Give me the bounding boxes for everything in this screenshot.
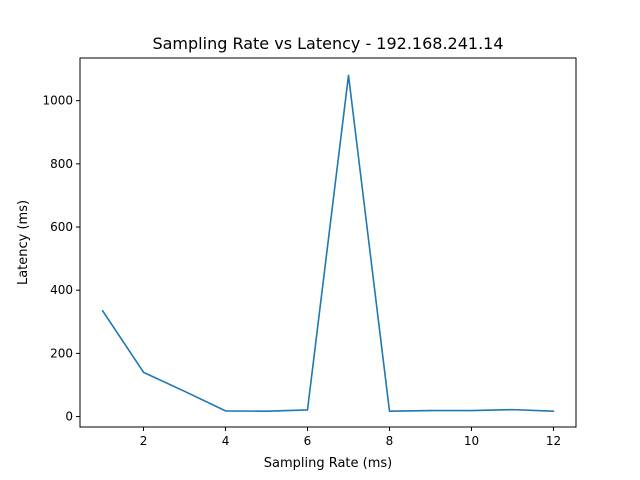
x-tick-label: 12 <box>546 434 561 448</box>
x-tick-label: 4 <box>222 434 230 448</box>
y-axis-label: Latency (ms) <box>16 200 31 285</box>
x-tick-label: 10 <box>464 434 479 448</box>
y-tick-label: 800 <box>50 157 73 171</box>
x-tick-label: 6 <box>304 434 312 448</box>
y-tick-label: 1000 <box>42 94 73 108</box>
x-tick-label: 8 <box>386 434 394 448</box>
axis-ticks: 2 4 6 8 10 12 0 200 400 600 800 1000 <box>42 94 561 448</box>
y-tick-label: 200 <box>50 346 73 360</box>
plot-area <box>101 74 555 413</box>
plot-frame <box>79 57 577 428</box>
chart-title: Sampling Rate vs Latency - 192.168.241.1… <box>152 34 503 53</box>
y-tick-label: 400 <box>50 283 73 297</box>
latency-series-line <box>101 74 555 413</box>
y-tick-label: 0 <box>65 410 73 424</box>
x-axis-label: Sampling Rate (ms) <box>264 456 393 471</box>
x-tick-label: 2 <box>140 434 148 448</box>
y-tick-label: 600 <box>50 220 73 234</box>
